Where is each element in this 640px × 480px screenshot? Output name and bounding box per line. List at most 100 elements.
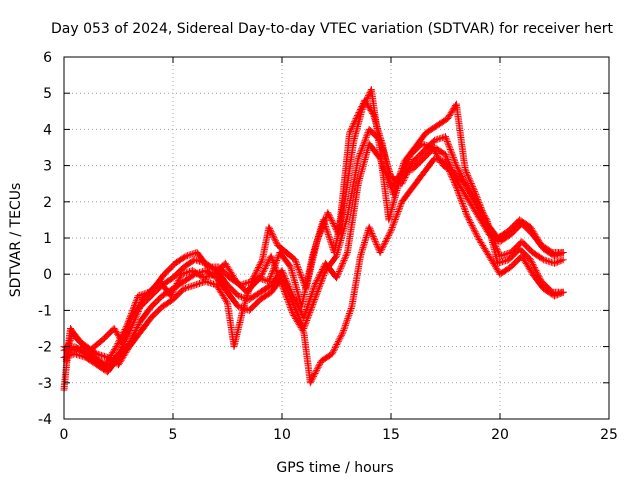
data-point-marker xyxy=(367,86,384,153)
data-point-marker xyxy=(559,288,567,296)
data-point-marker xyxy=(202,277,219,288)
y-tick-label: -2 xyxy=(38,340,52,356)
data-point-marker xyxy=(409,156,426,173)
data-point-marker xyxy=(147,293,165,311)
data-point-marker xyxy=(537,277,555,295)
data-point-marker xyxy=(496,231,513,246)
data-point-marker xyxy=(136,315,154,336)
y-tick-label: -1 xyxy=(38,303,52,319)
data-point-marker xyxy=(112,322,130,351)
data-point-marker xyxy=(341,138,358,202)
data-point-marker xyxy=(317,351,335,365)
y-tick-label: -3 xyxy=(38,376,52,392)
y-tick-label: -4 xyxy=(38,412,52,428)
data-point-marker xyxy=(463,212,481,240)
data-point-marker xyxy=(224,288,241,309)
data-point-marker xyxy=(339,305,355,336)
data-point-marker xyxy=(311,261,329,289)
data-point-marker xyxy=(156,277,174,299)
data-point-marker xyxy=(398,185,416,206)
data-point-marker xyxy=(518,238,535,255)
data-point-marker xyxy=(452,183,471,219)
series-sdtvar-track-b xyxy=(60,125,567,376)
data-point-marker xyxy=(300,328,314,385)
data-point-marker xyxy=(396,152,414,184)
plot-area xyxy=(60,86,567,394)
data-point-marker xyxy=(123,294,141,329)
data-point-marker xyxy=(516,245,533,262)
data-point-marker xyxy=(298,254,316,311)
data-point-marker xyxy=(274,241,289,255)
data-point-marker xyxy=(289,310,307,335)
data-point-marker xyxy=(160,261,178,278)
data-point-marker xyxy=(409,148,426,166)
data-point-marker xyxy=(376,228,394,256)
data-point-marker xyxy=(328,330,346,358)
data-point-marker xyxy=(551,256,566,267)
data-point-marker xyxy=(300,283,318,322)
data-point-marker xyxy=(461,180,479,204)
data-point-marker xyxy=(330,196,349,256)
data-point-marker xyxy=(136,304,154,325)
data-point-marker xyxy=(311,268,329,303)
data-point-marker xyxy=(256,289,274,303)
data-point-marker xyxy=(529,270,547,291)
data-point-marker xyxy=(221,259,239,284)
x-tick-label: 25 xyxy=(600,427,618,443)
y-tick-label: 4 xyxy=(43,122,52,138)
data-point-marker xyxy=(559,248,567,256)
data-point-marker xyxy=(472,198,490,222)
data-point-marker xyxy=(300,297,318,332)
data-point-marker xyxy=(245,297,263,314)
data-point-marker xyxy=(350,105,366,144)
data-point-marker xyxy=(265,223,281,248)
data-point-marker xyxy=(258,225,273,264)
data-point-marker xyxy=(420,156,438,177)
data-point-marker xyxy=(230,308,246,351)
data-point-marker xyxy=(115,344,132,369)
chart-title: Day 053 of 2024, Sidereal Day-to-day VTE… xyxy=(51,21,613,37)
data-point-marker xyxy=(385,178,403,224)
data-point-marker xyxy=(428,144,446,168)
data-point-marker xyxy=(322,253,339,275)
data-point-marker xyxy=(442,133,460,168)
data-point-marker xyxy=(444,102,459,122)
x-tick-label: 20 xyxy=(491,427,509,443)
y-tick-label: 2 xyxy=(43,195,52,211)
data-point-marker xyxy=(245,289,263,303)
data-point-marker xyxy=(516,216,533,230)
data-point-marker xyxy=(158,296,176,311)
data-point-marker xyxy=(193,249,211,270)
data-point-marker xyxy=(529,249,546,263)
data-point-marker xyxy=(518,252,536,277)
data-point-marker xyxy=(527,223,544,248)
data-point-marker xyxy=(433,115,450,130)
data-point-marker xyxy=(169,286,187,303)
series-sdtvar-track-c xyxy=(60,154,567,394)
data-point-marker xyxy=(407,141,424,159)
data-point-marker xyxy=(213,281,231,306)
data-point-marker xyxy=(71,350,88,361)
data-point-marker xyxy=(82,354,99,368)
data-point-marker xyxy=(452,176,470,201)
data-point-marker xyxy=(559,256,567,264)
data-point-marker xyxy=(409,170,427,191)
series-sdtvar-track-e xyxy=(60,86,567,369)
data-point-marker xyxy=(439,162,457,176)
data-point-marker xyxy=(180,271,197,285)
data-point-marker xyxy=(101,344,119,369)
data-point-marker xyxy=(167,272,185,300)
y-tick-label: 6 xyxy=(43,50,52,66)
y-tick-label: 1 xyxy=(43,231,52,247)
data-point-marker xyxy=(387,199,405,235)
data-point-marker xyxy=(125,329,143,351)
data-point-marker xyxy=(278,274,296,306)
data-point-marker xyxy=(431,133,448,144)
data-point-marker xyxy=(354,142,373,188)
data-point-marker xyxy=(354,127,373,162)
data-point-marker xyxy=(224,281,241,299)
data-point-marker xyxy=(80,343,97,360)
data-point-marker xyxy=(256,282,274,296)
data-point-marker xyxy=(474,234,492,259)
